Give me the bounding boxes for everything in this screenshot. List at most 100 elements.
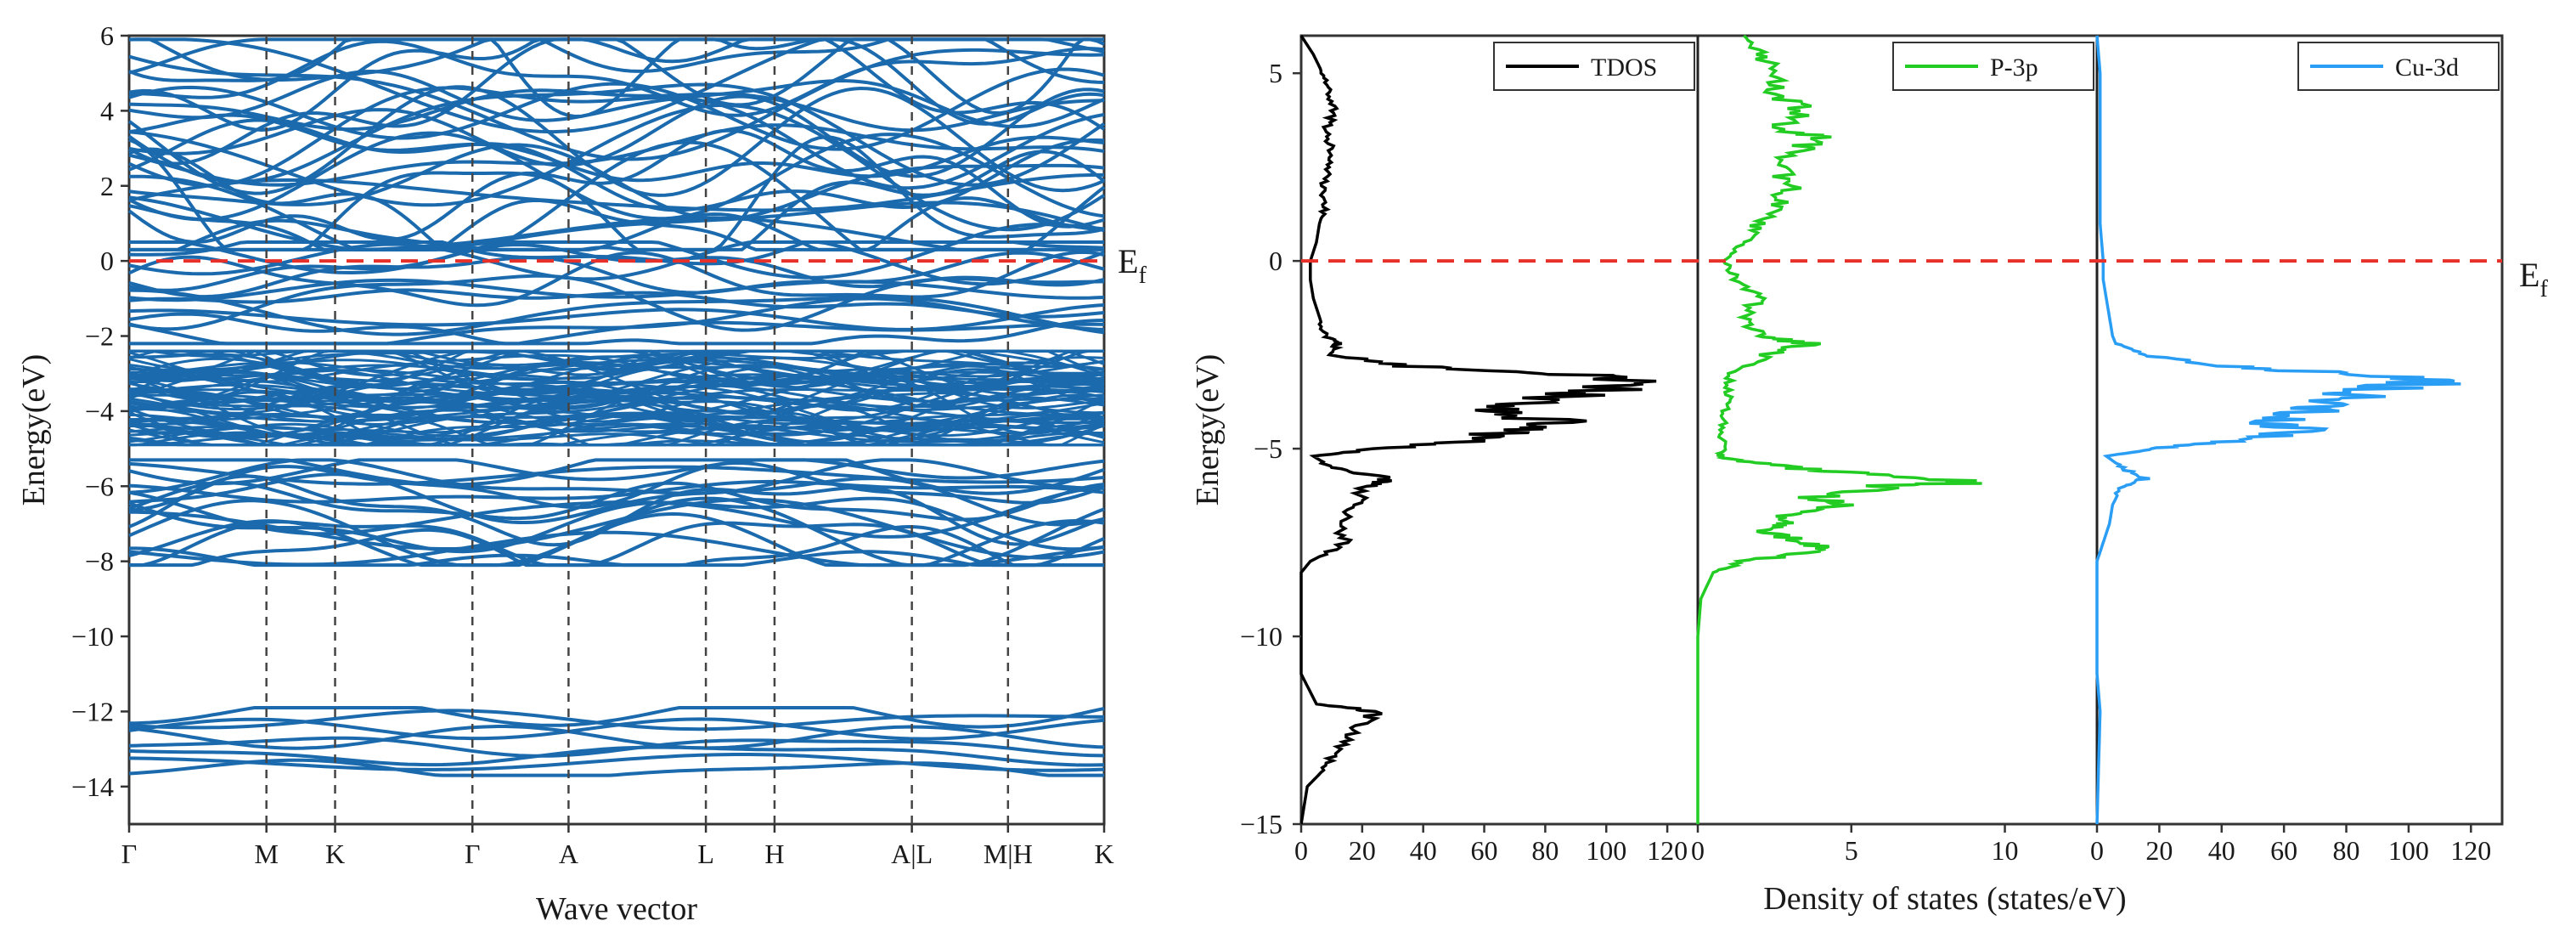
band-y-tick-label: 2 bbox=[100, 171, 114, 201]
band-line bbox=[128, 474, 1105, 547]
band-line bbox=[129, 370, 1105, 393]
band-line bbox=[128, 131, 1105, 222]
band-line bbox=[128, 278, 1105, 302]
dos-plot-frame bbox=[1299, 34, 2504, 826]
dos-fermi-level-subscript: f bbox=[2539, 276, 2548, 302]
band-line bbox=[128, 37, 1105, 75]
dos-curve-p-3p bbox=[1696, 34, 1982, 824]
dos-x-tick-label: 60 bbox=[1471, 835, 1498, 866]
band-line bbox=[128, 37, 1104, 119]
band-line bbox=[129, 458, 1105, 495]
kpoint-label: M bbox=[254, 839, 278, 869]
band-line bbox=[128, 88, 1105, 178]
band-line bbox=[128, 472, 1105, 527]
dos-x-tick-label: 10 bbox=[1992, 835, 2019, 866]
band-line bbox=[128, 498, 1105, 560]
band-line bbox=[128, 297, 1105, 346]
dos-panel: Energy(eV) Density of states (states/eV)… bbox=[1190, 34, 2548, 917]
band-line bbox=[128, 103, 1106, 232]
band-line bbox=[128, 461, 1105, 486]
dos-curve-tdos bbox=[1299, 35, 1657, 825]
band-line bbox=[128, 496, 1105, 554]
band-y-tick-label: −2 bbox=[85, 321, 114, 352]
band-line bbox=[128, 753, 1105, 772]
band-line bbox=[128, 288, 1105, 336]
band-line bbox=[129, 39, 1105, 117]
dos-x-tick-label: 60 bbox=[2270, 835, 2297, 866]
legend-tdos: TDOS bbox=[1493, 42, 1695, 91]
dos-x-tick-label: 0 bbox=[2090, 835, 2104, 866]
dos-x-tick-label: 100 bbox=[2388, 835, 2429, 866]
band-line bbox=[128, 758, 1104, 777]
band-line bbox=[128, 288, 1105, 319]
dos-y-tick-label: −15 bbox=[1240, 809, 1282, 839]
band-y-tick-label: −6 bbox=[85, 471, 114, 501]
band-line bbox=[129, 520, 1105, 568]
dos-fermi-level-label: Ef bbox=[2519, 256, 2548, 302]
band-line bbox=[128, 240, 1105, 286]
dos-y-tick-label: 5 bbox=[1269, 58, 1282, 88]
band-line bbox=[128, 458, 1105, 486]
band-line bbox=[128, 312, 1105, 346]
band-y-tick-label: −10 bbox=[71, 621, 114, 652]
dos-x-tick-label: 5 bbox=[1845, 835, 1858, 866]
dos-x-tick-label: 0 bbox=[1294, 835, 1308, 866]
dos-curve-cu-3d bbox=[2095, 35, 2461, 825]
band-line bbox=[128, 745, 1105, 767]
dos-y-tick-label: 0 bbox=[1269, 246, 1282, 276]
kpoint-label: Γ bbox=[465, 839, 481, 869]
band-line bbox=[128, 118, 1105, 212]
dos-x-tick-label: 100 bbox=[1586, 835, 1626, 866]
legend-label: Cu-3d bbox=[2395, 54, 2459, 82]
band-line bbox=[128, 397, 1105, 426]
band-y-tick-label: 4 bbox=[100, 95, 114, 126]
dos-x-tick-label: 40 bbox=[2208, 835, 2235, 866]
band-line bbox=[128, 37, 1106, 166]
band-line bbox=[128, 709, 1105, 732]
legend-label: P-3p bbox=[1990, 54, 2038, 82]
band-line bbox=[128, 736, 1105, 758]
band-line bbox=[128, 725, 1105, 750]
kpoint-label: M|H bbox=[984, 839, 1033, 869]
dos-x-tick-label: 20 bbox=[1349, 835, 1376, 866]
band-line bbox=[127, 82, 1106, 187]
kpoint-label: K bbox=[1094, 839, 1113, 869]
band-line bbox=[128, 369, 1105, 393]
kpoint-label: Γ bbox=[121, 839, 138, 869]
kpoint-label: A bbox=[559, 839, 578, 869]
band-line bbox=[128, 140, 1106, 251]
kpoint-label: A|L bbox=[891, 839, 933, 869]
band-line bbox=[128, 143, 1105, 221]
dos-x-tick-label: 80 bbox=[2333, 835, 2360, 866]
legend-p-3p: P-3p bbox=[1892, 42, 2094, 91]
band-line bbox=[128, 349, 1105, 369]
dos-y-tick-label: −10 bbox=[1240, 621, 1282, 652]
band-line bbox=[128, 706, 1105, 729]
band-y-tick-label: −8 bbox=[85, 546, 114, 577]
band-line bbox=[128, 172, 1104, 212]
band-line bbox=[129, 240, 1104, 280]
dos-y-axis-label: Energy(eV) bbox=[1190, 354, 1226, 506]
band-line bbox=[128, 135, 1105, 251]
band-line bbox=[128, 113, 1105, 183]
band-line bbox=[128, 240, 1105, 266]
dos-x-tick-label: 40 bbox=[1410, 835, 1437, 866]
band-line bbox=[128, 349, 1105, 415]
dos-y-tick-label: −5 bbox=[1254, 433, 1282, 464]
band-y-tick-label: 0 bbox=[100, 246, 114, 276]
legend-box bbox=[1892, 42, 2094, 91]
band-line bbox=[128, 67, 1105, 151]
kpoint-label: H bbox=[764, 839, 784, 869]
band-structure-panel: Energy(eV) Wave vector Ef −14 −12 −10 −8 −6 −4… bbox=[16, 20, 1147, 927]
dos-x-tick-label: 20 bbox=[2145, 835, 2173, 866]
dos-x-tick-label: 120 bbox=[2450, 835, 2491, 866]
dos-x-tick-label: 80 bbox=[1531, 835, 1559, 866]
dos-x-tick-label: 120 bbox=[1647, 835, 1688, 866]
dos-x-tick-label: 0 bbox=[1691, 835, 1705, 866]
band-y-axis-label: Energy(eV) bbox=[16, 354, 52, 506]
band-y-tick-label: −12 bbox=[71, 696, 114, 726]
fermi-level-subscript: f bbox=[1138, 263, 1147, 289]
band-line bbox=[128, 349, 1105, 404]
band-line bbox=[127, 85, 1105, 197]
